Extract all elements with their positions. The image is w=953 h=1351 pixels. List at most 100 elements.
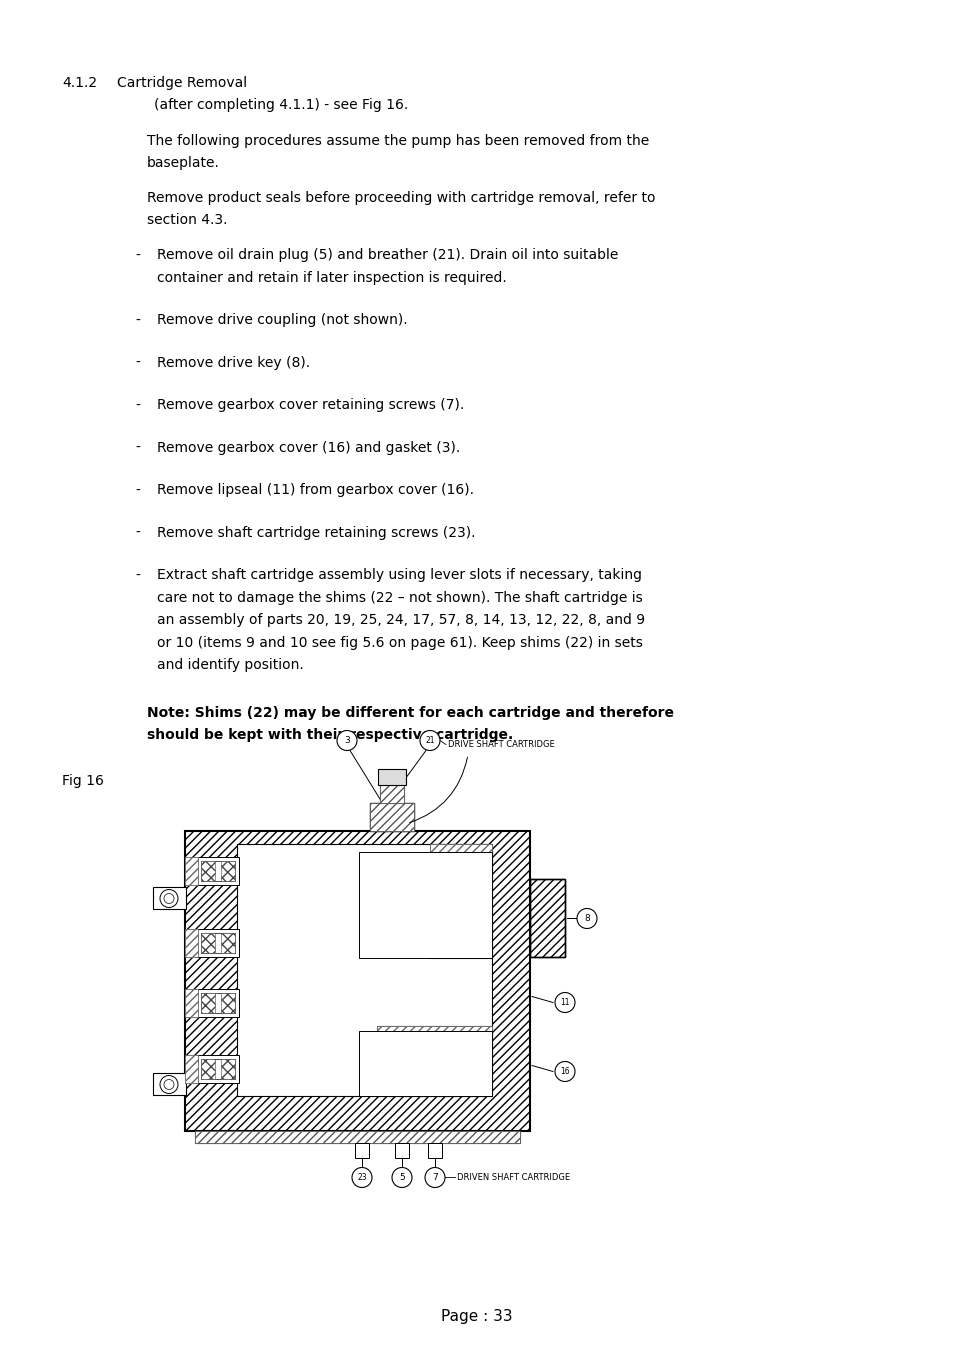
Bar xyxy=(530,880,564,958)
Circle shape xyxy=(392,1167,412,1188)
Bar xyxy=(201,862,214,881)
Bar xyxy=(201,862,234,881)
Bar xyxy=(359,852,492,958)
Bar xyxy=(185,1055,198,1084)
Text: -: - xyxy=(135,357,140,370)
Bar xyxy=(185,989,198,1017)
Text: container and retain if later inspection is required.: container and retain if later inspection… xyxy=(157,272,506,285)
Text: Extract shaft cartridge assembly using lever slots if necessary, taking: Extract shaft cartridge assembly using l… xyxy=(157,569,641,582)
Text: or 10 (items 9 and 10 see fig 5.6 on page 61). Keep shims (22) in sets: or 10 (items 9 and 10 see fig 5.6 on pag… xyxy=(157,636,642,650)
Bar xyxy=(185,1055,198,1084)
Bar xyxy=(221,862,234,881)
Bar xyxy=(185,858,198,885)
Text: should be kept with their respective cartridge.: should be kept with their respective car… xyxy=(147,728,513,743)
Bar xyxy=(236,844,492,1097)
Circle shape xyxy=(164,893,173,904)
Text: The following procedures assume the pump has been removed from the: The following procedures assume the pump… xyxy=(147,134,649,147)
Text: (after completing 4.1.1) - see Fig 16.: (after completing 4.1.1) - see Fig 16. xyxy=(153,99,408,112)
Bar xyxy=(376,1025,492,1097)
Bar xyxy=(152,1074,186,1096)
Bar xyxy=(370,804,414,831)
Text: 23: 23 xyxy=(356,1173,366,1182)
Bar xyxy=(386,859,397,946)
Circle shape xyxy=(352,1167,372,1188)
Text: Remove gearbox cover retaining screws (7).: Remove gearbox cover retaining screws (7… xyxy=(157,399,464,412)
Text: -: - xyxy=(135,569,140,582)
Bar xyxy=(201,1059,214,1079)
Text: Remove lipseal (11) from gearbox cover (16).: Remove lipseal (11) from gearbox cover (… xyxy=(157,484,474,497)
Text: and identify position.: and identify position. xyxy=(157,658,303,673)
Bar xyxy=(355,1143,369,1159)
Text: 4.1.2: 4.1.2 xyxy=(62,76,97,91)
Bar xyxy=(379,785,403,804)
Text: DRIVE SHAFT CARTRIDGE: DRIVE SHAFT CARTRIDGE xyxy=(448,740,554,748)
Bar xyxy=(428,1143,441,1159)
Text: 21: 21 xyxy=(425,736,435,744)
Text: Remove oil drain plug (5) and breather (21). Drain oil into suitable: Remove oil drain plug (5) and breather (… xyxy=(157,249,618,262)
Text: Remove gearbox cover (16) and gasket (3).: Remove gearbox cover (16) and gasket (3)… xyxy=(157,440,459,455)
Circle shape xyxy=(164,1079,173,1089)
Bar xyxy=(201,934,234,954)
Circle shape xyxy=(555,993,575,1012)
Bar xyxy=(194,1132,519,1143)
Bar xyxy=(185,929,198,958)
Bar xyxy=(185,858,198,885)
Bar xyxy=(395,1143,409,1159)
Bar xyxy=(194,1132,519,1143)
Bar xyxy=(221,1059,234,1079)
Text: -: - xyxy=(135,440,140,455)
Bar xyxy=(379,785,403,804)
Text: 3: 3 xyxy=(344,736,350,744)
Text: Remove shaft cartridge retaining screws (23).: Remove shaft cartridge retaining screws … xyxy=(157,526,475,540)
Text: care not to damage the shims (22 – not shown). The shaft cartridge is: care not to damage the shims (22 – not s… xyxy=(157,590,642,605)
Text: -: - xyxy=(135,313,140,327)
Bar xyxy=(201,993,234,1013)
Text: Remove drive key (8).: Remove drive key (8). xyxy=(157,357,310,370)
Bar xyxy=(196,929,239,958)
Text: Fig 16: Fig 16 xyxy=(62,774,104,789)
Circle shape xyxy=(555,1062,575,1082)
Text: -: - xyxy=(135,526,140,540)
Text: Remove product seals before proceeding with cartridge removal, refer to: Remove product seals before proceeding w… xyxy=(147,190,655,205)
Bar xyxy=(221,934,234,954)
Text: Note: Shims (22) may be different for each cartridge and therefore: Note: Shims (22) may be different for ea… xyxy=(147,707,673,720)
Text: -: - xyxy=(135,399,140,412)
Circle shape xyxy=(424,1167,444,1188)
Bar xyxy=(152,888,186,909)
Bar xyxy=(185,989,198,1017)
Bar xyxy=(430,844,492,958)
Bar xyxy=(221,993,234,1013)
Text: 7: 7 xyxy=(432,1173,437,1182)
Bar xyxy=(201,934,214,954)
Text: -: - xyxy=(135,484,140,497)
Circle shape xyxy=(160,889,178,908)
Circle shape xyxy=(577,908,597,928)
Text: baseplate.: baseplate. xyxy=(147,155,219,170)
Text: 16: 16 xyxy=(559,1067,569,1075)
Circle shape xyxy=(160,1075,178,1093)
Bar xyxy=(370,804,414,831)
Bar xyxy=(201,993,214,1013)
Text: an assembly of parts 20, 19, 25, 24, 17, 57, 8, 14, 13, 12, 22, 8, and 9: an assembly of parts 20, 19, 25, 24, 17,… xyxy=(157,613,644,627)
Text: Remove drive coupling (not shown).: Remove drive coupling (not shown). xyxy=(157,313,407,327)
Bar xyxy=(430,844,492,958)
Text: 5: 5 xyxy=(398,1173,404,1182)
Circle shape xyxy=(419,731,439,751)
Bar xyxy=(185,929,198,958)
Bar xyxy=(376,1025,492,1097)
Text: DRIVEN SHAFT CARTRIDGE: DRIVEN SHAFT CARTRIDGE xyxy=(456,1173,570,1182)
Bar xyxy=(185,831,530,1132)
Bar xyxy=(196,858,239,885)
Text: section 4.3.: section 4.3. xyxy=(147,213,227,227)
Text: Page : 33: Page : 33 xyxy=(440,1309,513,1324)
Bar xyxy=(377,770,406,785)
Text: Cartridge Removal: Cartridge Removal xyxy=(117,76,247,91)
Circle shape xyxy=(336,731,356,751)
Bar xyxy=(196,989,239,1017)
Bar xyxy=(196,1055,239,1084)
Text: -: - xyxy=(135,249,140,262)
Bar xyxy=(530,880,564,958)
Bar xyxy=(201,1059,234,1079)
Text: 11: 11 xyxy=(559,998,569,1006)
Text: 8: 8 xyxy=(583,915,589,923)
